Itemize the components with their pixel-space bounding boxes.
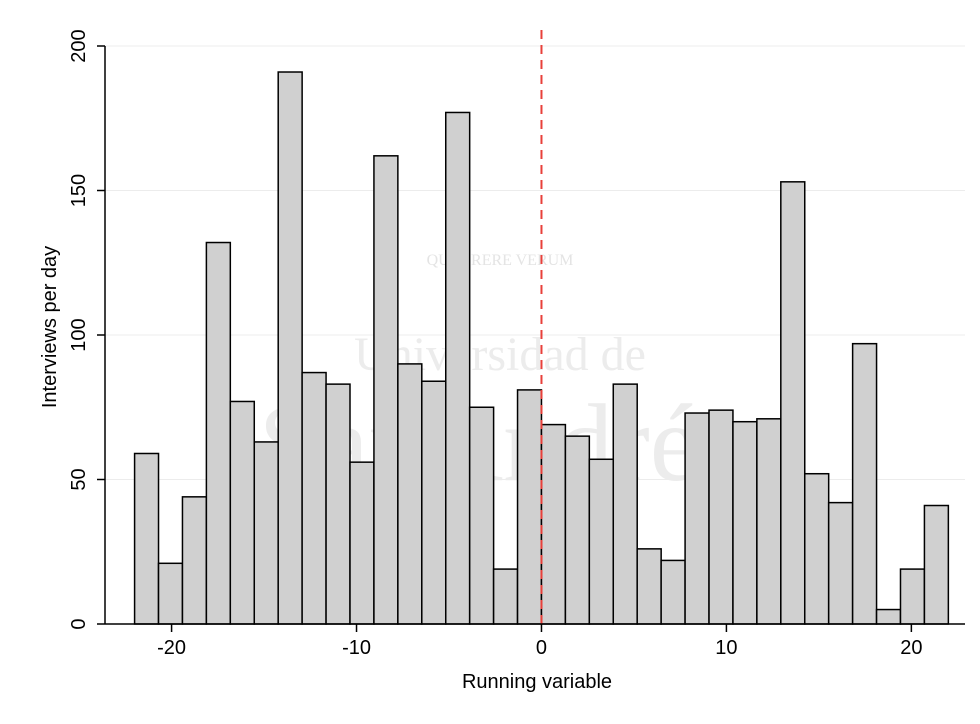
bar — [302, 373, 326, 624]
bar — [637, 549, 661, 624]
bar — [254, 442, 278, 624]
bar — [733, 422, 757, 624]
y-tick-label: 0 — [68, 618, 90, 629]
bar — [661, 560, 685, 624]
bar — [853, 344, 877, 624]
bar — [781, 182, 805, 624]
chart: Universidad de SanAndrés QUAERERE VERUM … — [0, 0, 980, 719]
x-tick-label: -20 — [157, 637, 186, 659]
y-tick-label: 150 — [68, 174, 90, 207]
bar — [350, 462, 374, 624]
x-axis-label: Running variable — [462, 671, 612, 693]
y-axis-label: Interviews per day — [39, 246, 61, 408]
bar — [206, 243, 230, 624]
bar — [398, 364, 422, 624]
bar — [565, 436, 589, 624]
bar — [829, 503, 853, 624]
bar — [805, 474, 829, 624]
bar — [541, 425, 565, 624]
y-tick-label: 200 — [68, 29, 90, 62]
bar — [685, 413, 709, 624]
bar — [135, 453, 159, 624]
bar — [278, 72, 302, 624]
bar — [877, 610, 901, 624]
bar — [709, 410, 733, 624]
bar — [900, 569, 924, 624]
y-tick-label: 100 — [68, 318, 90, 351]
bar — [518, 390, 542, 624]
bar — [326, 384, 350, 624]
bar — [613, 384, 637, 624]
x-tick-label: 10 — [715, 637, 737, 659]
bar — [159, 563, 183, 624]
bar — [924, 506, 948, 624]
page: Universidad de SanAndrés QUAERERE VERUM … — [0, 0, 980, 724]
bar — [494, 569, 518, 624]
x-tick-label: 0 — [536, 637, 547, 659]
bar — [374, 156, 398, 624]
bar — [589, 459, 613, 624]
bar — [757, 419, 781, 624]
x-tick-label: -10 — [342, 637, 371, 659]
bar — [446, 112, 470, 624]
bar — [470, 407, 494, 624]
y-tick-label: 50 — [68, 468, 90, 490]
bar — [230, 401, 254, 624]
bar — [422, 381, 446, 624]
x-tick-label: 20 — [900, 637, 922, 659]
bar — [182, 497, 206, 624]
